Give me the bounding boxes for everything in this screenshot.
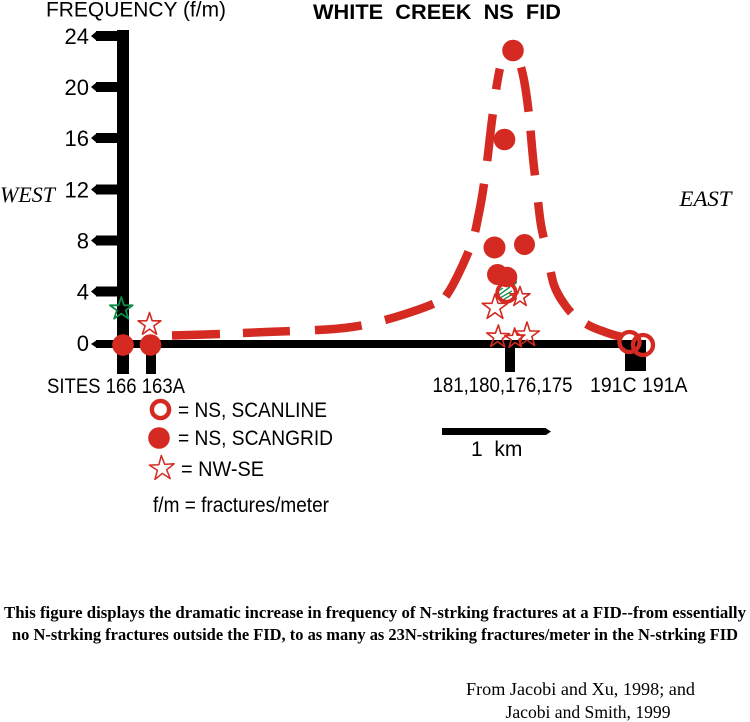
svg-text:no N-strking fractures outside: no N-strking fractures outside the FID, …: [12, 625, 738, 644]
svg-text:Jacobi and Smith, 1999: Jacobi and Smith, 1999: [506, 702, 671, 722]
svg-text:0: 0: [77, 331, 89, 356]
svg-text:WEST: WEST: [0, 182, 57, 207]
svg-text:This figure displays the drama: This figure displays the dramatic increa…: [4, 603, 746, 622]
svg-text:1 km: 1 km: [471, 438, 522, 461]
svg-text:24: 24: [65, 24, 89, 49]
svg-text:16: 16: [65, 126, 89, 151]
svg-text:= NS, SCANLINE: = NS, SCANLINE: [178, 399, 327, 422]
svg-text:8: 8: [77, 229, 89, 254]
svg-text:= NW-SE: = NW-SE: [181, 458, 264, 481]
svg-text:4: 4: [77, 280, 89, 305]
svg-text:20: 20: [65, 75, 89, 100]
svg-text:= NS, SCANGRID: = NS, SCANGRID: [178, 427, 333, 450]
svg-text:FREQUENCY (f/m): FREQUENCY (f/m): [46, 0, 226, 22]
svg-text:SITES 166 163A: SITES 166 163A: [47, 375, 185, 398]
svg-text:f/m = fractures/meter: f/m = fractures/meter: [153, 494, 329, 517]
svg-text:EAST: EAST: [678, 186, 733, 211]
svg-text:WHITE CREEK NS FID: WHITE CREEK NS FID: [313, 1, 561, 24]
svg-text:181,180,176,175: 181,180,176,175: [433, 374, 573, 397]
svg-text:191C 191A: 191C 191A: [590, 374, 688, 397]
svg-text:12: 12: [65, 178, 89, 203]
svg-text:From Jacobi and Xu, 1998; and: From Jacobi and Xu, 1998; and: [466, 679, 695, 699]
